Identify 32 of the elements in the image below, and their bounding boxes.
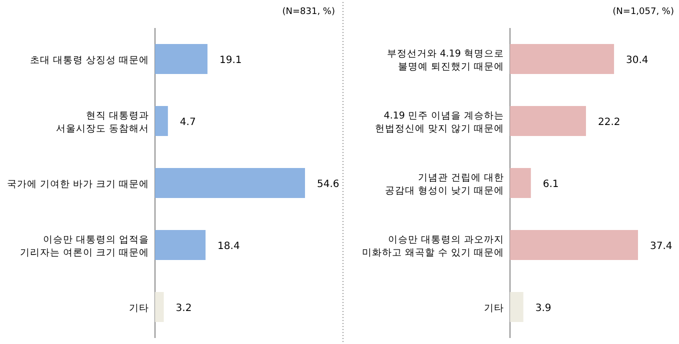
data-label: 6.1 [542, 179, 559, 190]
data-label: 19.1 [219, 55, 242, 66]
y-tick-label: 기타 [129, 303, 149, 314]
text: (N=831, %) [282, 7, 335, 17]
y-tick-label: 기타 [484, 303, 504, 314]
y-tick-label: 초대 대통령 상징성 때문에 [30, 55, 149, 66]
y-tick-label: 현직 대통령과 서울시장도 동참해서 [56, 110, 149, 134]
y-tick-label: 부정선거와 4.19 혁명으로 불명예 퇴진했기 때문에 [386, 48, 504, 72]
data-label: 22.2 [598, 117, 620, 128]
data-label: 37.4 [650, 241, 672, 252]
data-label: 3.2 [176, 303, 192, 314]
bar [510, 106, 586, 136]
bar [155, 292, 164, 322]
data-label: 54.6 [317, 179, 340, 190]
y-tick-label: 4.19 민주 이념을 계승하는 헌법정신에 맞지 않기 때문에 [374, 110, 504, 134]
y-tick-label: 기념관 건립에 대한 공감대 형성이 낮기 때문에 [384, 172, 504, 196]
y-tick-label: 이승만 대통령의 업적을 기리자는 여론이 크기 때문에 [20, 234, 149, 258]
bar [155, 106, 168, 136]
y-tick-label: 이승만 대통령의 과오까지 미화하고 왜곡할 수 있기 때문에 [362, 234, 504, 258]
y-tick-label: 국가에 기여한 바가 크기 때문에 [6, 179, 149, 190]
bar [510, 168, 531, 198]
data-label: 30.4 [626, 55, 648, 66]
bar [155, 168, 305, 198]
bar [510, 292, 524, 322]
data-label: 3.9 [535, 303, 552, 314]
bar [155, 230, 206, 260]
data-label: 18.4 [218, 241, 240, 252]
bar [510, 44, 614, 74]
bar [155, 44, 208, 74]
data-label: 4.7 [180, 117, 196, 128]
text: (N=1,057, %) [612, 7, 674, 17]
bar [510, 230, 638, 260]
